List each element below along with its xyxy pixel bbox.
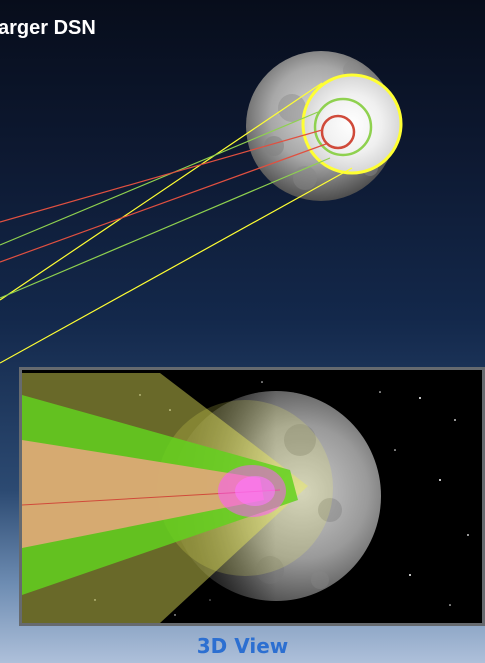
inset-frame (19, 367, 485, 626)
red-beam-cone (22, 440, 264, 548)
inset-3d-view (22, 370, 482, 623)
green-beam-upper (0, 111, 319, 246)
yellow-beam-lower (0, 167, 353, 364)
red-beam-upper (0, 129, 323, 223)
green-beam-footprint (313, 97, 373, 157)
page-title: arger DSN (0, 17, 96, 39)
green-beam-lower (0, 157, 331, 299)
red-beam-spot-core (235, 476, 275, 506)
beam-lines (0, 82, 353, 364)
yellow-beam-upper (0, 82, 323, 301)
red-beam-footprint (320, 114, 356, 150)
red-beam-lower (0, 143, 327, 263)
view-caption: 3D View (196, 634, 289, 658)
